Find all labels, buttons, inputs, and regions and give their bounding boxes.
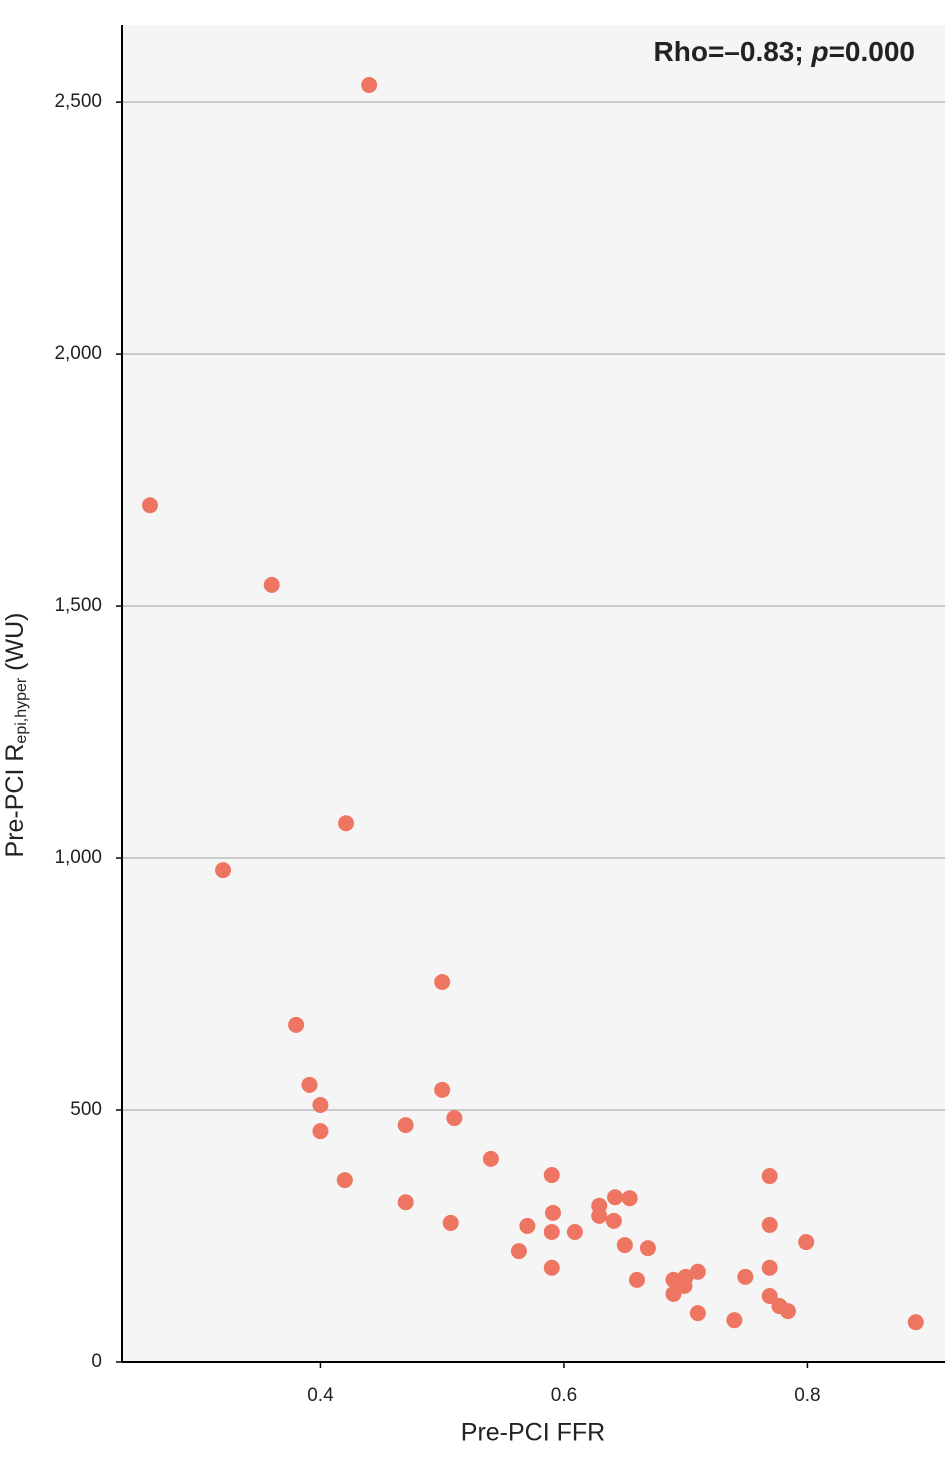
y-label-main: Pre-PCI R [1, 744, 29, 858]
annotation-text: Rho=–0.83; [654, 36, 812, 67]
point [761, 1287, 778, 1304]
point [301, 1076, 318, 1093]
point [628, 1271, 645, 1288]
point [798, 1234, 815, 1251]
point [779, 1303, 796, 1320]
y-label-unit: (WU) [1, 613, 29, 678]
point [510, 1243, 527, 1260]
y-label-sub: epi,hyper [13, 677, 30, 743]
point [263, 576, 280, 593]
point [544, 1204, 561, 1221]
point [607, 1189, 624, 1206]
point [288, 1016, 305, 1033]
point [761, 1259, 778, 1276]
point [726, 1312, 743, 1329]
point [397, 1194, 414, 1211]
point [482, 1150, 499, 1167]
point [605, 1212, 622, 1229]
point [639, 1240, 656, 1257]
annotation: Rho=–0.83; p=0.000 [654, 36, 915, 67]
annotation-rest: =0.000 [829, 36, 915, 67]
point [338, 815, 355, 832]
point [336, 1172, 353, 1189]
point [442, 1214, 459, 1231]
point [519, 1217, 536, 1234]
point [361, 76, 378, 93]
point [616, 1237, 633, 1254]
x-tick-label: 0.4 [307, 1385, 334, 1406]
point [689, 1263, 706, 1280]
y-tick-label: 0 [91, 1351, 102, 1372]
point [543, 1223, 560, 1240]
plot-area [122, 25, 945, 1362]
point [761, 1168, 778, 1185]
point [566, 1223, 583, 1240]
point [543, 1167, 560, 1184]
y-axis-label: Pre-PCI Repi,hyper (WU) [1, 613, 31, 858]
x-tick-label: 0.6 [551, 1385, 577, 1406]
point [312, 1123, 329, 1140]
point [676, 1277, 693, 1294]
x-tick-label: 0.8 [794, 1385, 820, 1406]
y-tick-label: 1,000 [54, 847, 102, 868]
point [446, 1110, 463, 1127]
point [543, 1259, 560, 1276]
point [434, 1081, 451, 1098]
annotation-italic: p [810, 36, 828, 67]
point [737, 1268, 754, 1285]
y-tick-label: 1,500 [54, 595, 102, 616]
point [434, 974, 451, 991]
y-tick-label: 2,000 [54, 343, 102, 364]
point [591, 1207, 608, 1224]
y-tick-label: 500 [70, 1099, 102, 1120]
point [761, 1216, 778, 1233]
y-tick-label: 2,500 [54, 91, 102, 112]
point [397, 1117, 414, 1134]
point [689, 1305, 706, 1322]
point [215, 862, 232, 879]
point [621, 1190, 638, 1207]
x-axis-label: Pre-PCI FFR [461, 1419, 605, 1447]
point [907, 1314, 924, 1331]
point [142, 497, 159, 514]
point [665, 1285, 682, 1302]
point [312, 1096, 329, 1113]
